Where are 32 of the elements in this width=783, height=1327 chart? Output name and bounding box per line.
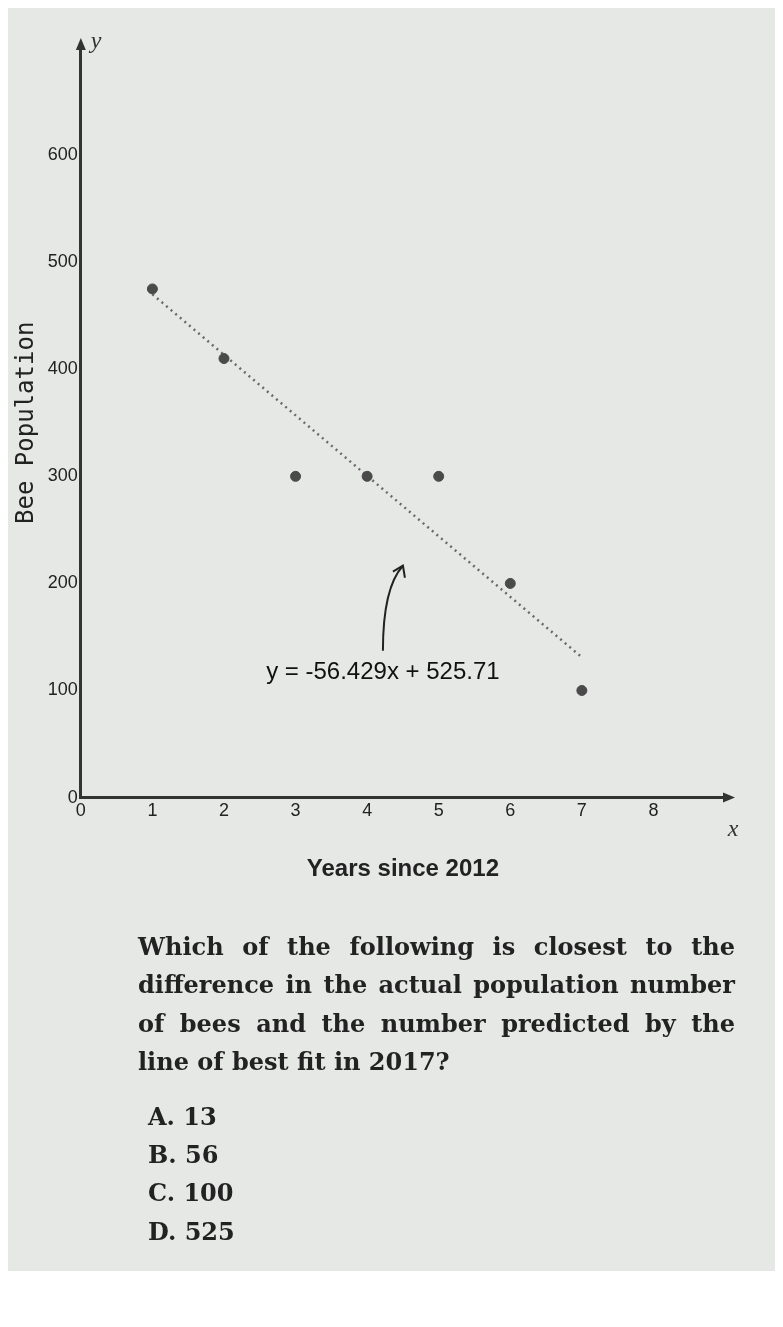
y-tick-label: 400 (47, 358, 78, 379)
annotation: y = -56.429x + 525.71 (266, 657, 500, 685)
x-tick-label: 2 (218, 800, 229, 821)
y-tick-label: 300 (47, 465, 78, 486)
text: A. 13 (148, 1100, 218, 1133)
y-tick-label: 200 (47, 572, 78, 593)
x-tick-label: 6 (505, 800, 516, 821)
x-tick-label: 3 (290, 800, 301, 821)
point (504, 577, 516, 589)
x-tick-label: 8 (648, 800, 659, 821)
point (290, 470, 302, 482)
x-tick-label: 4 (362, 800, 373, 821)
text: D. 525 (148, 1215, 236, 1248)
point (433, 470, 445, 482)
point (576, 685, 588, 697)
y-tick-label: 0 (67, 786, 78, 807)
x-tick-label: 5 (433, 800, 444, 821)
annotation: y (88, 27, 102, 54)
text: Which of the following is closest to the difference in the actual population number of bees and the number predicted by the line of best fit in 2017? (138, 931, 735, 1079)
point (146, 283, 158, 295)
point (218, 353, 230, 365)
x-tick-label: 7 (576, 800, 587, 821)
text: B. 56 (148, 1138, 220, 1171)
x-tick-label: 1 (147, 800, 158, 821)
text: C. 100 (148, 1177, 235, 1210)
y-tick-label: 100 (47, 679, 78, 700)
text: x (726, 814, 739, 841)
y-axis-title: Bee Population (10, 321, 39, 524)
x-axis-title: Years since 2012 (306, 854, 499, 882)
y-tick-label: 500 (47, 251, 78, 272)
point (361, 470, 373, 482)
y-tick-label: 600 (47, 144, 78, 165)
